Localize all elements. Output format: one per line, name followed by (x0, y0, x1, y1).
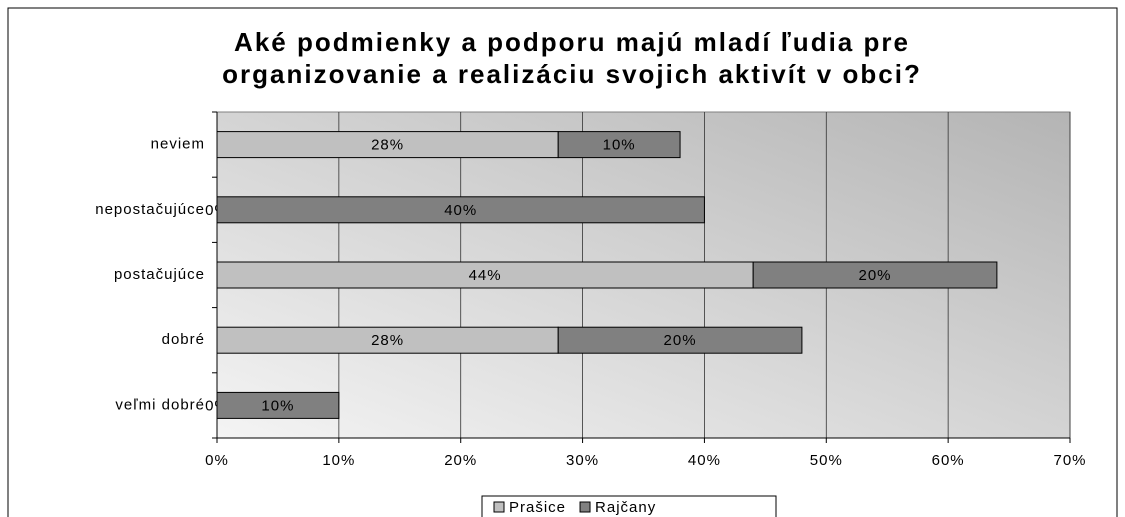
data-label: 28% (371, 137, 404, 154)
legend-box (481, 495, 777, 517)
bar-segment (216, 196, 705, 224)
x-tick-label: 50% (810, 452, 843, 469)
data-label: 44% (469, 267, 502, 284)
bar-segment (216, 326, 559, 354)
data-label: 28% (371, 332, 404, 349)
legend-label: Rajčany (595, 499, 656, 516)
bar-segment (216, 131, 559, 159)
y-tick-label: nepostačujúce (95, 201, 205, 218)
x-tick-label: 40% (688, 452, 721, 469)
x-tick-label: 70% (1053, 452, 1086, 469)
x-tick-label: 10% (322, 452, 355, 469)
bar-segment (557, 326, 803, 354)
x-tick-label: 60% (932, 452, 965, 469)
chart-title: organizovanie a realizáciu svojich aktiv… (222, 59, 922, 89)
x-tick-label: 0% (205, 452, 229, 469)
legend-swatch (493, 501, 505, 513)
data-label: 10% (603, 137, 636, 154)
y-tick-label: neviem (151, 136, 205, 153)
legend-label: Prašice (509, 499, 566, 516)
data-label: 40% (444, 202, 477, 219)
data-label: 20% (859, 267, 892, 284)
y-tick-label: postačujúce (114, 266, 205, 283)
legend-swatch (579, 501, 591, 513)
data-label: 10% (261, 397, 294, 414)
y-tick-label: dobré (162, 331, 205, 348)
data-label: 20% (664, 332, 697, 349)
x-tick-label: 20% (444, 452, 477, 469)
chart-title: Aké podmienky a podporu majú mladí ľudia… (234, 27, 910, 57)
bar-segment (752, 261, 998, 289)
y-tick-label: veľmi dobré (115, 396, 205, 413)
x-tick-label: 30% (566, 452, 599, 469)
bar-segment (557, 131, 681, 159)
bar-segment (216, 391, 340, 419)
